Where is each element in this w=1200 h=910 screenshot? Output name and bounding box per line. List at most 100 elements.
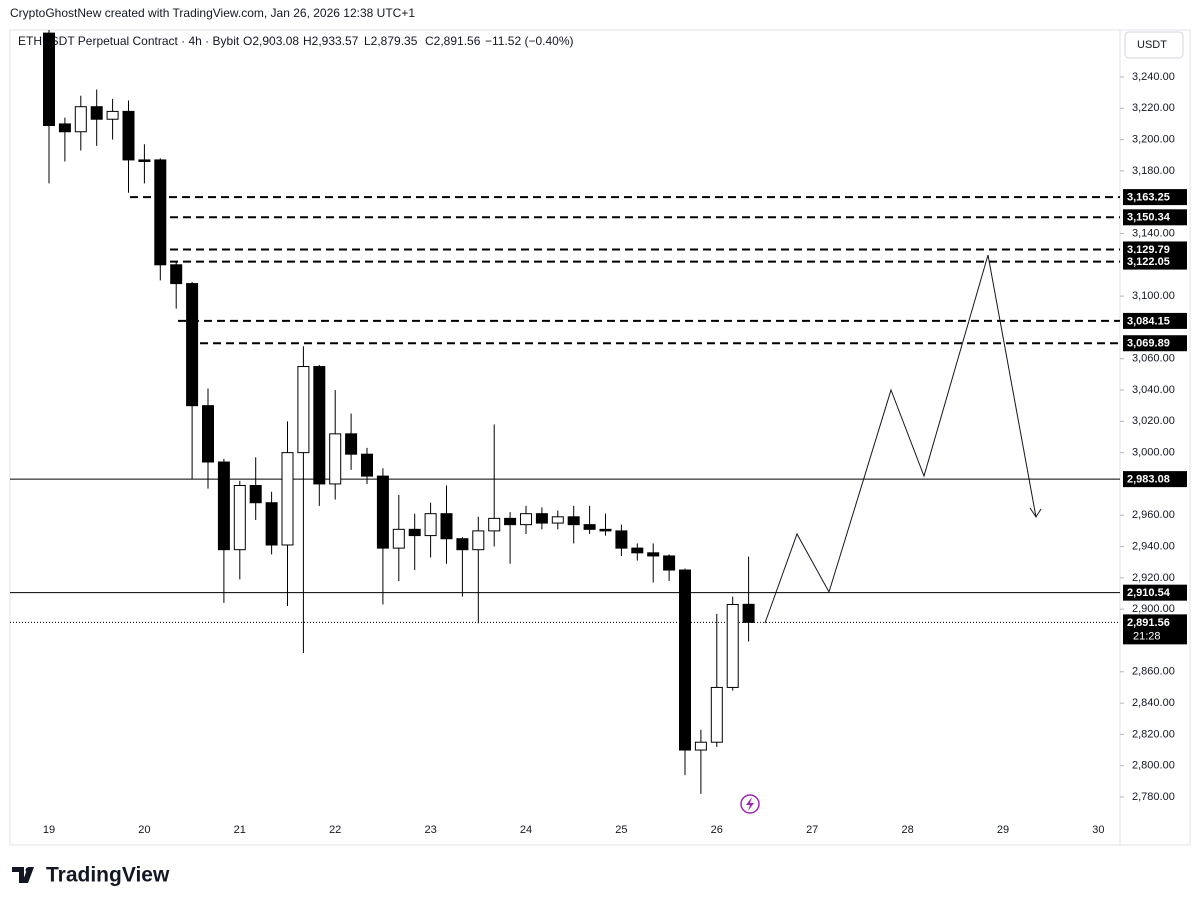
- y-tick-label: 2,900.00: [1132, 603, 1175, 615]
- solid-level-box: [1123, 584, 1187, 601]
- ohlc-high: H2,933.57: [303, 34, 359, 48]
- candle-body: [281, 452, 294, 546]
- ohlc-change: −11.52 (−0.40%): [485, 34, 574, 48]
- ohlc-close: C2,891.56: [425, 34, 481, 48]
- candle-body: [74, 106, 87, 133]
- y-tick-label: 2,780.00: [1132, 791, 1175, 803]
- y-tick-label: 2,920.00: [1132, 572, 1175, 584]
- currency[interactable]: USDT: [1137, 39, 1167, 51]
- solid-level-box: [1123, 471, 1187, 488]
- candle-body: [663, 555, 676, 571]
- attribution: CryptoGhostNew created with TradingView.…: [10, 6, 415, 20]
- candle-body: [694, 741, 707, 751]
- candle-body: [742, 603, 755, 623]
- y-tick-label: 3,100.00: [1132, 290, 1175, 302]
- y-tick-label: 3,060.00: [1132, 353, 1175, 365]
- chart-frame: [9, 29, 1191, 846]
- candle-body: [361, 453, 373, 477]
- dashed-level-label: 3,129.79: [1127, 244, 1170, 256]
- y-tick-label: 3,000.00: [1132, 447, 1175, 459]
- candle-body: [647, 552, 660, 557]
- x-tick-label: 20: [138, 824, 150, 836]
- last-price-label: 2,891.56: [1127, 617, 1170, 629]
- candle-body: [488, 517, 501, 532]
- candle-body: [424, 513, 437, 537]
- candle-body: [583, 524, 596, 530]
- dashed-level-box: [1123, 253, 1187, 270]
- candle-body: [456, 538, 469, 551]
- candle-body: [186, 283, 199, 407]
- x-tick-label: 21: [234, 824, 246, 836]
- candle-body: [154, 159, 167, 266]
- dashed-level-label: 3,150.34: [1127, 212, 1171, 224]
- candle-body: [345, 433, 358, 455]
- dashed-level-box: [1123, 209, 1187, 226]
- x-tick-label: 29: [997, 824, 1009, 836]
- candle-body: [138, 159, 151, 162]
- x-tick-label: 19: [43, 824, 55, 836]
- candle-body: [217, 461, 230, 551]
- solid-level-label: 2,983.08: [1127, 474, 1170, 486]
- dashed-level-box: [1123, 312, 1187, 329]
- projection-path: [764, 254, 1037, 624]
- candle-body: [535, 513, 548, 524]
- x-tick-label: 30: [1092, 824, 1104, 836]
- y-tick-label: 2,800.00: [1132, 760, 1175, 772]
- candle-body: [551, 516, 564, 524]
- x-tick-label: 27: [806, 824, 818, 836]
- candle-body: [329, 433, 342, 485]
- candle-body: [615, 530, 628, 549]
- projection-arrowhead: [1029, 507, 1042, 518]
- x-tick-label: 28: [901, 824, 913, 836]
- ohlc-low: L2,879.35: [364, 34, 418, 48]
- y-tick-label: 3,020.00: [1132, 415, 1175, 427]
- y-tick-label: 3,200.00: [1132, 133, 1175, 145]
- x-tick-label: 26: [711, 824, 723, 836]
- y-tick-label: 3,180.00: [1132, 165, 1175, 177]
- y-tick-label: 2,820.00: [1132, 728, 1175, 740]
- dashed-level-box: [1123, 335, 1187, 352]
- y-tick-label: 2,860.00: [1132, 666, 1175, 678]
- plot-area: [10, 30, 1120, 794]
- y-tick-label: 3,220.00: [1132, 102, 1175, 114]
- dashed-level-label: 3,122.05: [1127, 256, 1170, 268]
- candle-body: [440, 513, 453, 540]
- x-tick-label: 24: [520, 824, 532, 836]
- candle-body: [202, 405, 214, 463]
- currency-button[interactable]: [1124, 31, 1184, 59]
- candle-body: [122, 110, 135, 161]
- lightning: [746, 797, 754, 811]
- dashed-level-box: [1123, 189, 1187, 206]
- solid-level-label: 2,910.54: [1127, 587, 1171, 599]
- candle-body: [58, 123, 71, 133]
- dashed-level-label: 3,163.25: [1127, 192, 1170, 204]
- y-tick-label: 3,240.00: [1132, 71, 1175, 83]
- candle-body: [90, 106, 103, 120]
- candle-body: [170, 264, 183, 285]
- y-tick-label: 2,940.00: [1132, 540, 1175, 552]
- candle-body: [313, 366, 326, 485]
- candle-body: [249, 485, 262, 504]
- candle-body: [376, 475, 389, 549]
- symbol-title: ETHUSDT Perpetual Contract · 4h · Bybit: [18, 34, 240, 48]
- candle-body: [265, 502, 278, 546]
- brand-logo: [12, 867, 34, 883]
- y-tick-label: 2,840.00: [1132, 697, 1175, 709]
- candle-body: [710, 686, 723, 743]
- candle-body: [599, 528, 612, 532]
- candle-body: [392, 528, 405, 549]
- y-tick-label: 3,140.00: [1132, 227, 1175, 239]
- candle-body: [106, 110, 119, 120]
- dashed-level-label: 3,084.15: [1127, 315, 1170, 327]
- y-tick-label: 2,960.00: [1132, 509, 1175, 521]
- candle-body: [472, 530, 485, 551]
- ohlc-open: O2,903.08: [243, 34, 299, 48]
- candle-body: [567, 516, 580, 526]
- candle-body: [726, 603, 739, 688]
- candle-body: [408, 528, 421, 537]
- candle-body: [631, 547, 644, 554]
- dashed-level-box: [1123, 241, 1187, 258]
- candle-body: [520, 513, 532, 526]
- candle-body: [679, 569, 691, 751]
